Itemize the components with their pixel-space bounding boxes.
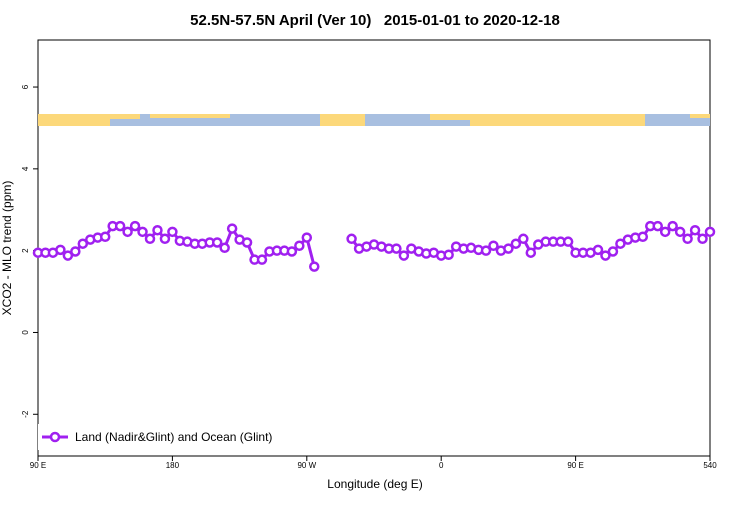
data-point xyxy=(226,223,238,234)
data-point xyxy=(286,246,298,257)
y-tick-label: 4 xyxy=(21,166,30,171)
data-point xyxy=(219,242,230,254)
legend-label: Land (Nadir&Glint) and Ocean (Glint) xyxy=(75,430,272,444)
data-point xyxy=(689,224,701,236)
data-point xyxy=(77,238,89,249)
data-point xyxy=(152,224,163,236)
data-point xyxy=(114,220,126,232)
data-point xyxy=(659,226,671,238)
data-point xyxy=(137,226,148,238)
data-point xyxy=(309,261,320,272)
data-point xyxy=(391,243,402,254)
x-tick-label: 90 E xyxy=(30,461,46,470)
data-point xyxy=(704,226,716,238)
legend xyxy=(38,424,284,450)
data-point xyxy=(301,232,313,243)
data-point xyxy=(637,231,649,243)
data-point xyxy=(144,233,156,245)
data-point xyxy=(211,237,223,248)
data-point xyxy=(503,243,514,254)
y-tick-label: 0 xyxy=(21,330,30,335)
data-point xyxy=(697,233,708,245)
y-axis-label: XCO2 - MLO trend (ppm) xyxy=(0,181,14,316)
data-point xyxy=(600,250,611,261)
x-tick-label: 540 xyxy=(703,461,717,470)
y-tick-label: -2 xyxy=(21,410,30,418)
data-point xyxy=(615,238,626,249)
data-point xyxy=(510,238,522,249)
data-point xyxy=(667,220,678,232)
data-point xyxy=(122,226,133,238)
data-point xyxy=(55,244,66,256)
x-tick-label: 90 W xyxy=(297,461,316,470)
data-point xyxy=(562,236,574,247)
data-point xyxy=(682,233,693,245)
x-tick-label: 90 E xyxy=(567,461,583,470)
x-tick-label: 0 xyxy=(439,461,444,470)
data-point xyxy=(70,246,81,257)
land-ocean-strip xyxy=(38,114,710,126)
x-axis-label: Longitude (deg E) xyxy=(327,477,422,491)
data-point xyxy=(398,250,410,261)
data-point xyxy=(129,220,141,232)
data-point xyxy=(159,233,171,245)
x-tick-label: 180 xyxy=(166,461,180,470)
data-point xyxy=(294,240,305,252)
data-point xyxy=(607,246,619,257)
y-tick-label: 6 xyxy=(21,84,30,89)
data-point xyxy=(488,240,499,252)
data-point xyxy=(346,233,357,245)
data-point xyxy=(480,245,492,256)
data-point xyxy=(443,249,454,260)
data-point xyxy=(241,237,253,248)
chart-title: 52.5N-57.5N April (Ver 10) 2015-01-01 to… xyxy=(190,12,560,29)
data-point xyxy=(652,220,663,232)
data-point xyxy=(674,226,686,238)
data-point xyxy=(99,231,111,243)
legend-marker xyxy=(49,431,61,443)
data-point xyxy=(256,254,268,265)
data-point xyxy=(525,247,537,258)
data-point xyxy=(518,233,529,245)
data-point xyxy=(167,226,178,238)
data-point xyxy=(62,250,74,261)
data-point xyxy=(592,244,604,256)
y-tick-label: 2 xyxy=(21,248,30,253)
